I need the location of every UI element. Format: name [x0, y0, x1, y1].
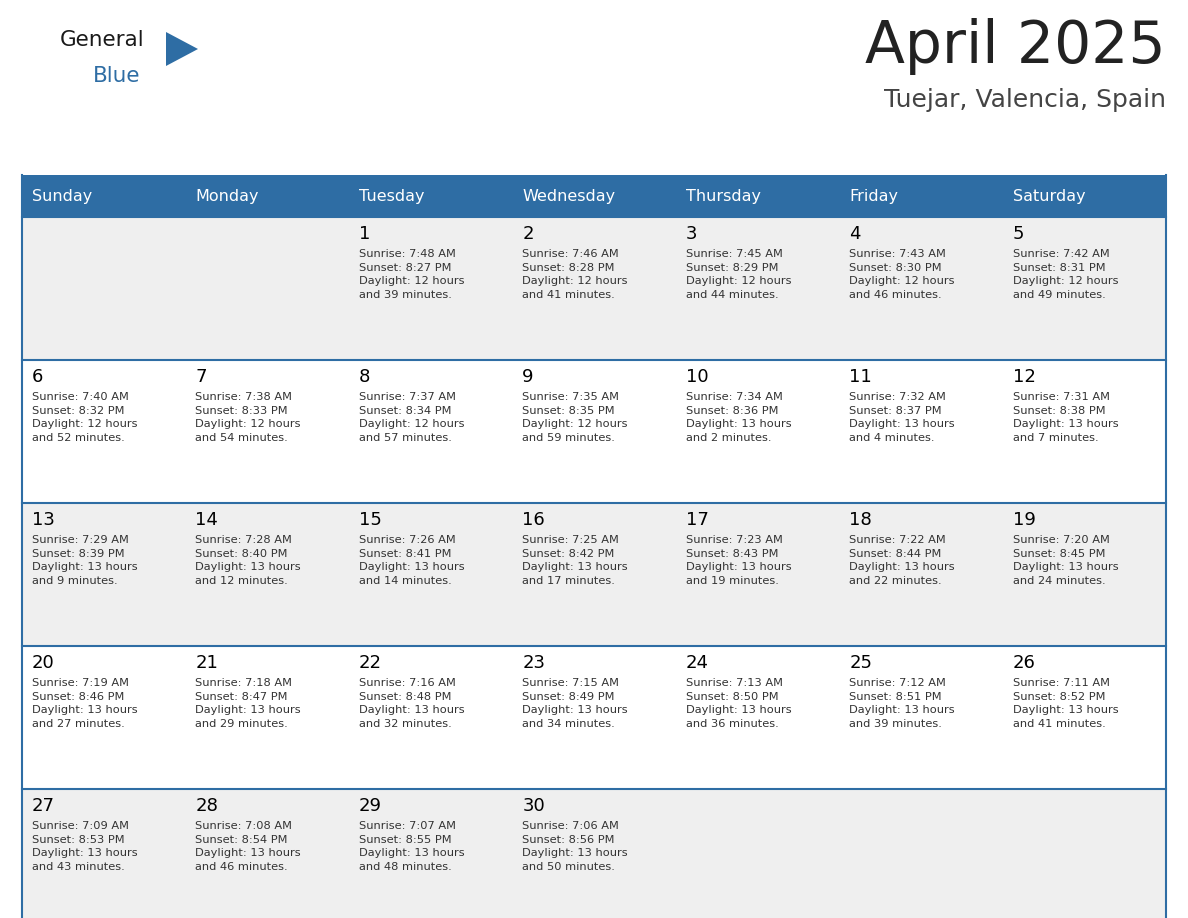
- Text: Sunrise: 7:25 AM
Sunset: 8:42 PM
Daylight: 13 hours
and 17 minutes.: Sunrise: 7:25 AM Sunset: 8:42 PM Dayligh…: [523, 535, 628, 586]
- Text: Sunday: Sunday: [32, 188, 93, 204]
- Text: 8: 8: [359, 368, 371, 386]
- Text: Tuejar, Valencia, Spain: Tuejar, Valencia, Spain: [884, 88, 1165, 112]
- Text: 15: 15: [359, 511, 381, 529]
- Text: Saturday: Saturday: [1012, 188, 1085, 204]
- Text: 24: 24: [685, 654, 709, 672]
- Bar: [23, 217, 1165, 360]
- Text: 20: 20: [32, 654, 55, 672]
- Text: 9: 9: [523, 368, 533, 386]
- Text: Sunrise: 7:07 AM
Sunset: 8:55 PM
Daylight: 13 hours
and 48 minutes.: Sunrise: 7:07 AM Sunset: 8:55 PM Dayligh…: [359, 821, 465, 872]
- Text: Sunrise: 7:22 AM
Sunset: 8:44 PM
Daylight: 13 hours
and 22 minutes.: Sunrise: 7:22 AM Sunset: 8:44 PM Dayligh…: [849, 535, 955, 586]
- Bar: [23, 503, 1165, 646]
- Text: Tuesday: Tuesday: [359, 188, 424, 204]
- Text: 5: 5: [1012, 225, 1024, 243]
- Text: 2: 2: [523, 225, 533, 243]
- Text: 17: 17: [685, 511, 708, 529]
- Text: 30: 30: [523, 797, 545, 815]
- Bar: [23, 646, 1165, 789]
- Text: Sunrise: 7:16 AM
Sunset: 8:48 PM
Daylight: 13 hours
and 32 minutes.: Sunrise: 7:16 AM Sunset: 8:48 PM Dayligh…: [359, 678, 465, 729]
- Text: Sunrise: 7:31 AM
Sunset: 8:38 PM
Daylight: 13 hours
and 7 minutes.: Sunrise: 7:31 AM Sunset: 8:38 PM Dayligh…: [1012, 392, 1118, 442]
- Text: 21: 21: [196, 654, 219, 672]
- Text: Sunrise: 7:35 AM
Sunset: 8:35 PM
Daylight: 12 hours
and 59 minutes.: Sunrise: 7:35 AM Sunset: 8:35 PM Dayligh…: [523, 392, 627, 442]
- Text: 28: 28: [196, 797, 219, 815]
- Text: Friday: Friday: [849, 188, 898, 204]
- Text: 18: 18: [849, 511, 872, 529]
- Text: 10: 10: [685, 368, 708, 386]
- Text: 11: 11: [849, 368, 872, 386]
- Bar: [23, 360, 1165, 503]
- Polygon shape: [166, 32, 198, 66]
- Text: 22: 22: [359, 654, 381, 672]
- Text: Sunrise: 7:18 AM
Sunset: 8:47 PM
Daylight: 13 hours
and 29 minutes.: Sunrise: 7:18 AM Sunset: 8:47 PM Dayligh…: [196, 678, 301, 729]
- Text: 16: 16: [523, 511, 545, 529]
- Text: 4: 4: [849, 225, 860, 243]
- Text: Sunrise: 7:09 AM
Sunset: 8:53 PM
Daylight: 13 hours
and 43 minutes.: Sunrise: 7:09 AM Sunset: 8:53 PM Dayligh…: [32, 821, 138, 872]
- Text: 29: 29: [359, 797, 381, 815]
- Text: Sunrise: 7:46 AM
Sunset: 8:28 PM
Daylight: 12 hours
and 41 minutes.: Sunrise: 7:46 AM Sunset: 8:28 PM Dayligh…: [523, 249, 627, 300]
- Text: 26: 26: [1012, 654, 1036, 672]
- Bar: [23, 789, 1165, 918]
- Text: 13: 13: [32, 511, 55, 529]
- Text: Sunrise: 7:13 AM
Sunset: 8:50 PM
Daylight: 13 hours
and 36 minutes.: Sunrise: 7:13 AM Sunset: 8:50 PM Dayligh…: [685, 678, 791, 729]
- Text: 23: 23: [523, 654, 545, 672]
- Text: Sunrise: 7:43 AM
Sunset: 8:30 PM
Daylight: 12 hours
and 46 minutes.: Sunrise: 7:43 AM Sunset: 8:30 PM Dayligh…: [849, 249, 955, 300]
- Text: Sunrise: 7:15 AM
Sunset: 8:49 PM
Daylight: 13 hours
and 34 minutes.: Sunrise: 7:15 AM Sunset: 8:49 PM Dayligh…: [523, 678, 628, 729]
- Text: General: General: [61, 30, 145, 50]
- Text: 1: 1: [359, 225, 371, 243]
- Text: 7: 7: [196, 368, 207, 386]
- Text: April 2025: April 2025: [865, 18, 1165, 75]
- Text: Sunrise: 7:45 AM
Sunset: 8:29 PM
Daylight: 12 hours
and 44 minutes.: Sunrise: 7:45 AM Sunset: 8:29 PM Dayligh…: [685, 249, 791, 300]
- Text: Sunrise: 7:42 AM
Sunset: 8:31 PM
Daylight: 12 hours
and 49 minutes.: Sunrise: 7:42 AM Sunset: 8:31 PM Dayligh…: [1012, 249, 1118, 300]
- Text: Sunrise: 7:06 AM
Sunset: 8:56 PM
Daylight: 13 hours
and 50 minutes.: Sunrise: 7:06 AM Sunset: 8:56 PM Dayligh…: [523, 821, 628, 872]
- Text: Sunrise: 7:37 AM
Sunset: 8:34 PM
Daylight: 12 hours
and 57 minutes.: Sunrise: 7:37 AM Sunset: 8:34 PM Dayligh…: [359, 392, 465, 442]
- Text: Sunrise: 7:38 AM
Sunset: 8:33 PM
Daylight: 12 hours
and 54 minutes.: Sunrise: 7:38 AM Sunset: 8:33 PM Dayligh…: [196, 392, 301, 442]
- Text: Sunrise: 7:08 AM
Sunset: 8:54 PM
Daylight: 13 hours
and 46 minutes.: Sunrise: 7:08 AM Sunset: 8:54 PM Dayligh…: [196, 821, 301, 872]
- Bar: [23, 175, 1165, 217]
- Text: Sunrise: 7:29 AM
Sunset: 8:39 PM
Daylight: 13 hours
and 9 minutes.: Sunrise: 7:29 AM Sunset: 8:39 PM Dayligh…: [32, 535, 138, 586]
- Text: 3: 3: [685, 225, 697, 243]
- Text: Monday: Monday: [196, 188, 259, 204]
- Text: 6: 6: [32, 368, 44, 386]
- Text: Blue: Blue: [93, 66, 140, 86]
- Text: 27: 27: [32, 797, 55, 815]
- Text: Sunrise: 7:32 AM
Sunset: 8:37 PM
Daylight: 13 hours
and 4 minutes.: Sunrise: 7:32 AM Sunset: 8:37 PM Dayligh…: [849, 392, 955, 442]
- Text: 19: 19: [1012, 511, 1036, 529]
- Text: Sunrise: 7:12 AM
Sunset: 8:51 PM
Daylight: 13 hours
and 39 minutes.: Sunrise: 7:12 AM Sunset: 8:51 PM Dayligh…: [849, 678, 955, 729]
- Text: Sunrise: 7:40 AM
Sunset: 8:32 PM
Daylight: 12 hours
and 52 minutes.: Sunrise: 7:40 AM Sunset: 8:32 PM Dayligh…: [32, 392, 138, 442]
- Text: 14: 14: [196, 511, 219, 529]
- Text: Sunrise: 7:20 AM
Sunset: 8:45 PM
Daylight: 13 hours
and 24 minutes.: Sunrise: 7:20 AM Sunset: 8:45 PM Dayligh…: [1012, 535, 1118, 586]
- Text: Sunrise: 7:11 AM
Sunset: 8:52 PM
Daylight: 13 hours
and 41 minutes.: Sunrise: 7:11 AM Sunset: 8:52 PM Dayligh…: [1012, 678, 1118, 729]
- Text: Sunrise: 7:19 AM
Sunset: 8:46 PM
Daylight: 13 hours
and 27 minutes.: Sunrise: 7:19 AM Sunset: 8:46 PM Dayligh…: [32, 678, 138, 729]
- Text: Thursday: Thursday: [685, 188, 760, 204]
- Text: Sunrise: 7:48 AM
Sunset: 8:27 PM
Daylight: 12 hours
and 39 minutes.: Sunrise: 7:48 AM Sunset: 8:27 PM Dayligh…: [359, 249, 465, 300]
- Text: 25: 25: [849, 654, 872, 672]
- Text: 12: 12: [1012, 368, 1036, 386]
- Text: Sunrise: 7:26 AM
Sunset: 8:41 PM
Daylight: 13 hours
and 14 minutes.: Sunrise: 7:26 AM Sunset: 8:41 PM Dayligh…: [359, 535, 465, 586]
- Text: Sunrise: 7:23 AM
Sunset: 8:43 PM
Daylight: 13 hours
and 19 minutes.: Sunrise: 7:23 AM Sunset: 8:43 PM Dayligh…: [685, 535, 791, 586]
- Text: Sunrise: 7:34 AM
Sunset: 8:36 PM
Daylight: 13 hours
and 2 minutes.: Sunrise: 7:34 AM Sunset: 8:36 PM Dayligh…: [685, 392, 791, 442]
- Text: Wednesday: Wednesday: [523, 188, 615, 204]
- Text: Sunrise: 7:28 AM
Sunset: 8:40 PM
Daylight: 13 hours
and 12 minutes.: Sunrise: 7:28 AM Sunset: 8:40 PM Dayligh…: [196, 535, 301, 586]
